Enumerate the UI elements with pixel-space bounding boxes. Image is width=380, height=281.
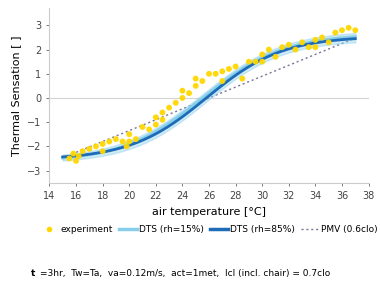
- Point: [246, 59, 252, 64]
- Point: [100, 149, 106, 153]
- X-axis label: air temperature [°C]: air temperature [°C]: [152, 207, 266, 217]
- Point: [193, 76, 199, 81]
- Point: [153, 122, 159, 127]
- Point: [113, 137, 119, 141]
- Point: [266, 47, 272, 52]
- Point: [124, 144, 130, 149]
- Point: [166, 105, 172, 110]
- Point: [160, 110, 166, 115]
- Point: [80, 149, 86, 153]
- Point: [206, 72, 212, 76]
- Point: [126, 139, 132, 144]
- Point: [139, 125, 146, 129]
- Point: [213, 72, 219, 76]
- Point: [219, 69, 225, 74]
- Point: [239, 76, 245, 81]
- Point: [259, 59, 265, 64]
- Point: [233, 64, 239, 69]
- Point: [70, 151, 76, 156]
- Point: [126, 132, 132, 137]
- Point: [200, 79, 206, 83]
- Point: [119, 139, 125, 144]
- Point: [326, 40, 332, 45]
- Point: [193, 84, 199, 88]
- Point: [133, 137, 139, 141]
- Point: [346, 26, 352, 30]
- Point: [319, 35, 325, 40]
- Point: [352, 28, 358, 33]
- Point: [259, 52, 265, 57]
- Point: [66, 156, 73, 161]
- Point: [252, 59, 258, 64]
- Point: [93, 144, 99, 149]
- Point: [146, 127, 152, 132]
- Point: [219, 79, 225, 83]
- Point: [312, 45, 318, 49]
- Point: [179, 96, 185, 100]
- Y-axis label: Thermal Sensation [ ]: Thermal Sensation [ ]: [11, 35, 21, 156]
- Point: [299, 40, 305, 45]
- Text: t: t: [30, 269, 35, 278]
- Point: [272, 55, 279, 59]
- Point: [76, 154, 82, 158]
- Legend: experiment, DTS (rh=15%), DTS (rh=85%), PMV (0.6clo): experiment, DTS (rh=15%), DTS (rh=85%), …: [40, 225, 378, 234]
- Point: [312, 38, 318, 42]
- Point: [173, 101, 179, 105]
- Point: [286, 42, 292, 47]
- Point: [279, 45, 285, 49]
- Point: [226, 67, 232, 71]
- Point: [73, 159, 79, 163]
- Text: =3hr,  Tw=Ta,  va=0.12m/s,  act=1met,  Icl (incl. chair) = 0.7clo: =3hr, Tw=Ta, va=0.12m/s, act=1met, Icl (…: [40, 269, 330, 278]
- Point: [86, 146, 92, 151]
- Point: [179, 89, 185, 93]
- Point: [186, 91, 192, 95]
- Point: [100, 142, 106, 146]
- Point: [153, 115, 159, 120]
- Point: [293, 47, 299, 52]
- Point: [160, 117, 166, 122]
- Point: [106, 139, 112, 144]
- Point: [339, 28, 345, 33]
- Point: [332, 30, 339, 35]
- Point: [306, 45, 312, 49]
